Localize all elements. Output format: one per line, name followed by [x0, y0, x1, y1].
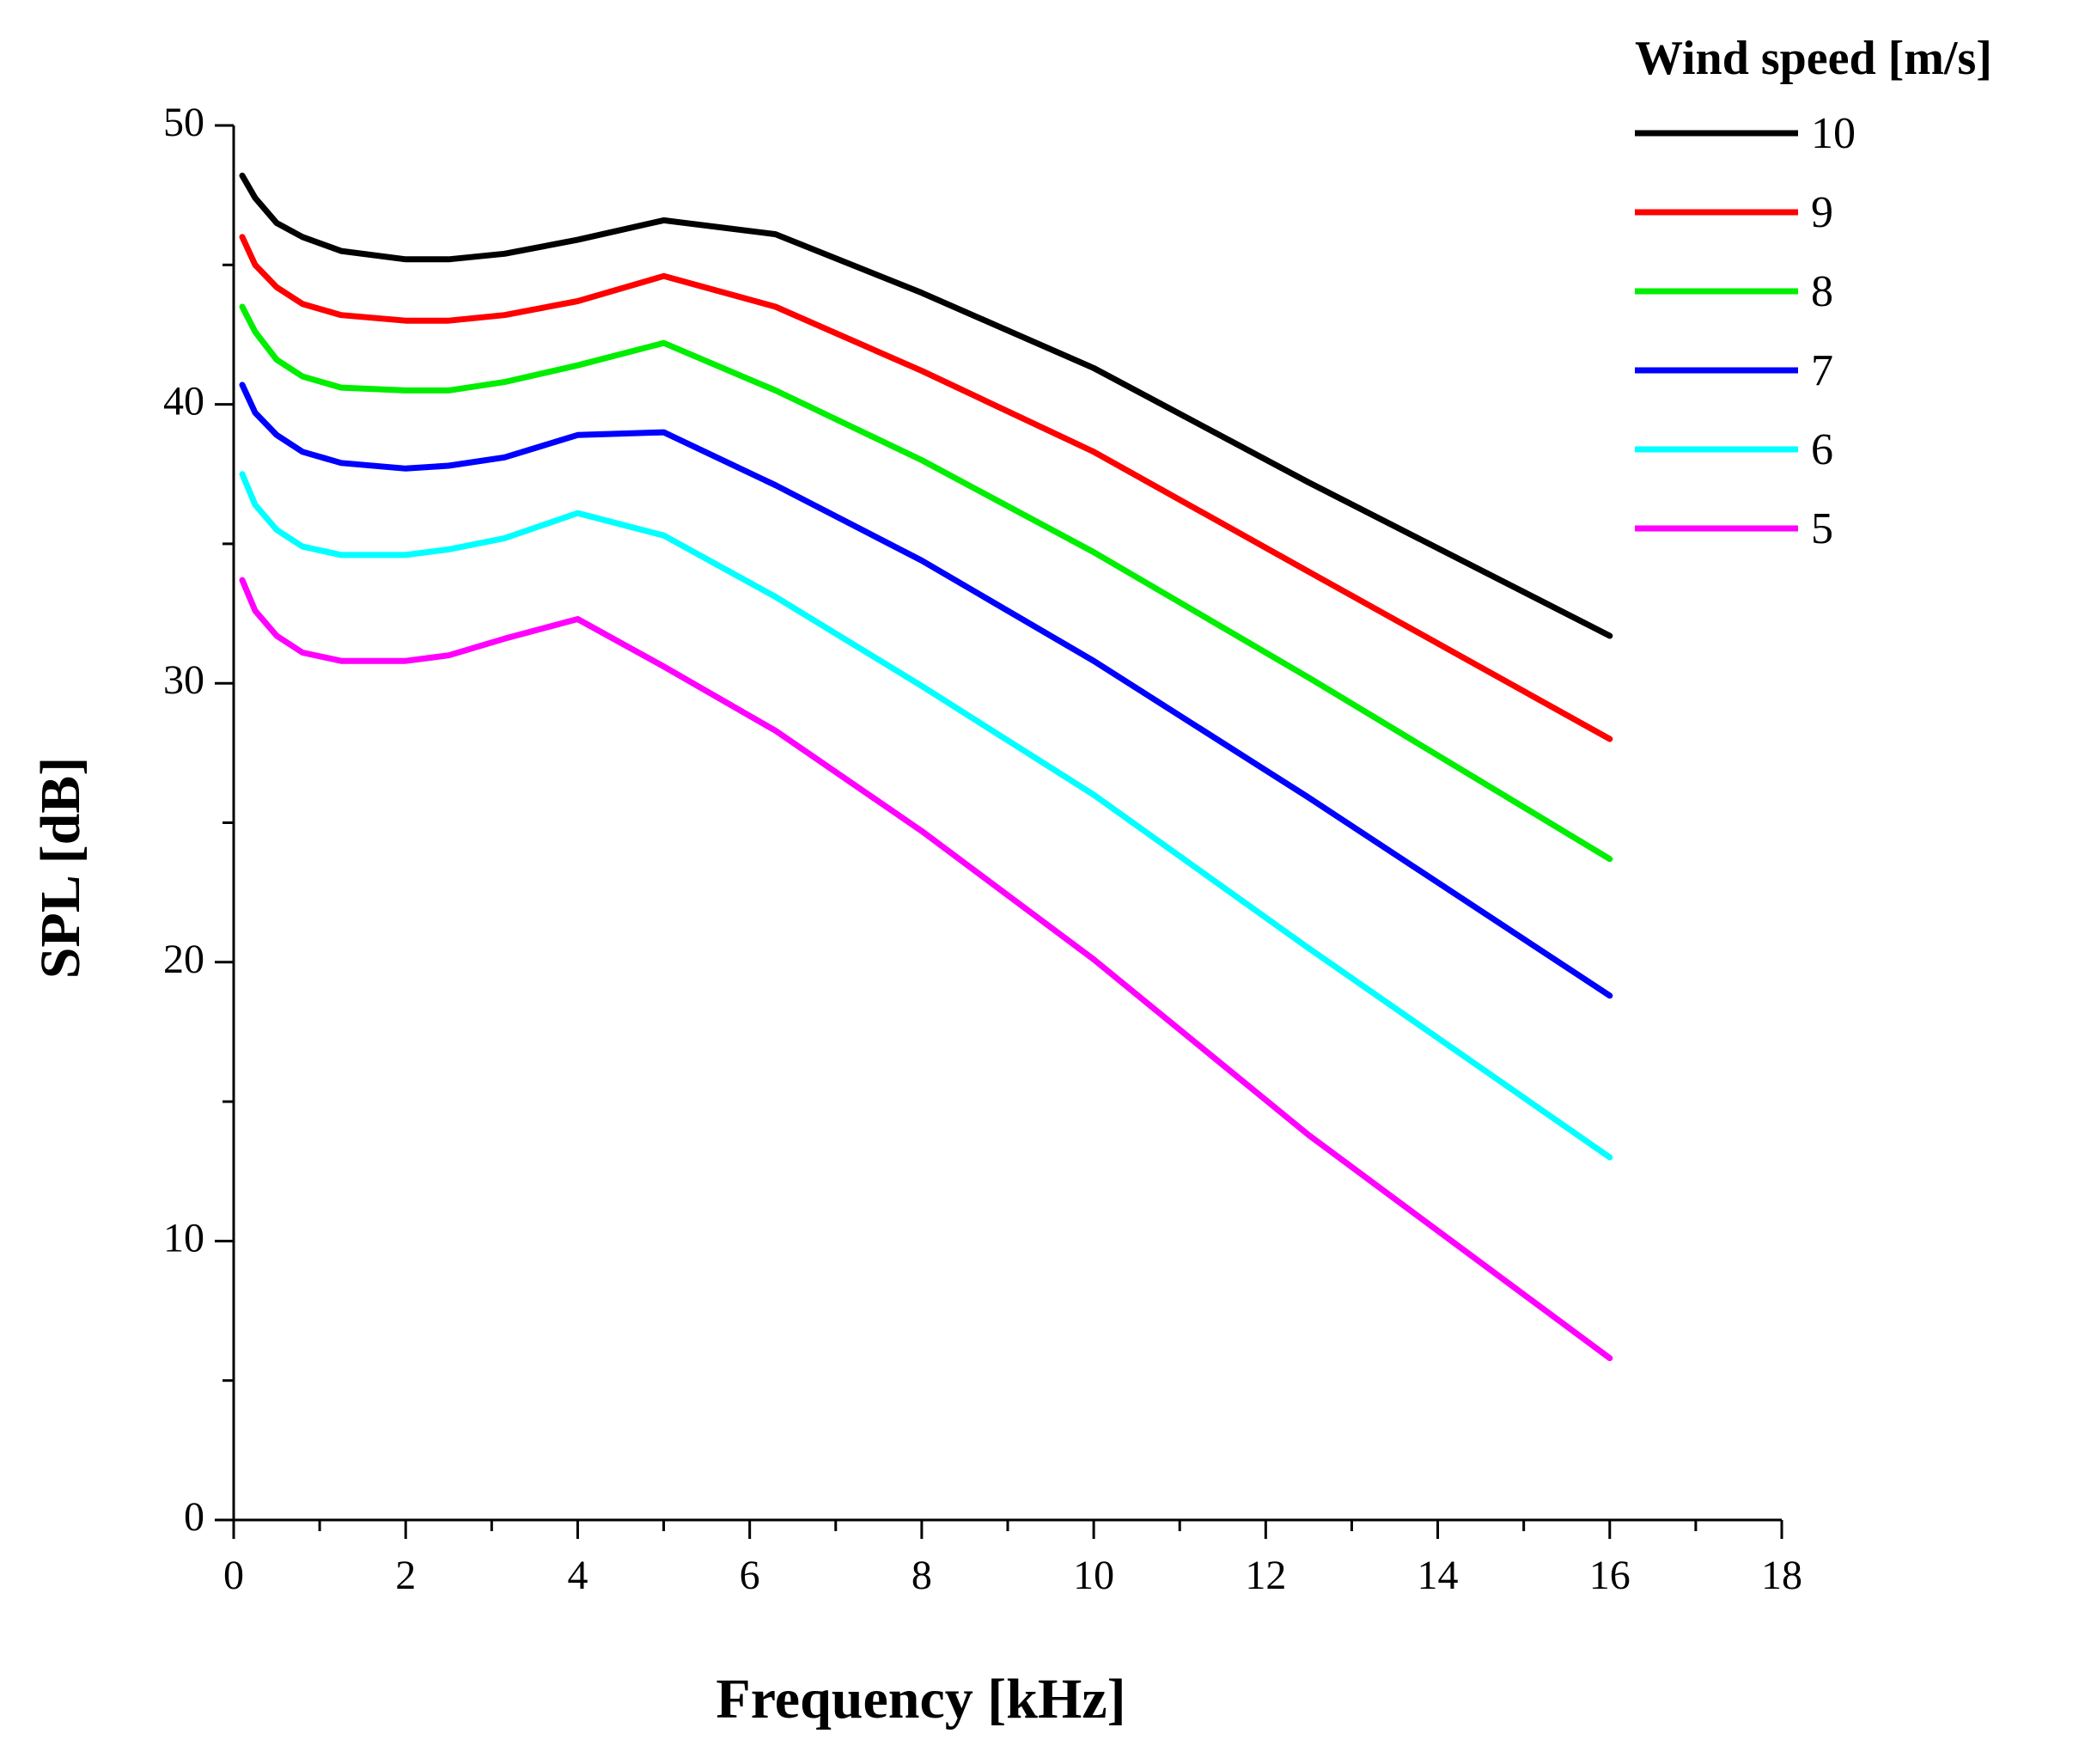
x-tick-label: 0: [223, 1553, 244, 1598]
y-tick-label: 0: [184, 1494, 204, 1540]
legend: Wind speed [m/s] 10 9 8 7 6 5: [1635, 32, 1992, 553]
x-tick-label: 6: [740, 1553, 760, 1598]
y-tick-label: 10: [163, 1215, 204, 1260]
legend-label-10: 10: [1811, 109, 1856, 158]
series-line-6: [239, 471, 1613, 1161]
legend-label-8: 8: [1811, 267, 1833, 316]
series-line-5: [239, 577, 1613, 1362]
series-line-8: [239, 303, 1613, 863]
series-line-7: [239, 381, 1613, 999]
x-tick-label: 18: [1761, 1553, 1802, 1598]
x-tick-label: 10: [1073, 1553, 1114, 1598]
legend-label-9: 9: [1811, 188, 1833, 237]
legend-title: Wind speed [m/s]: [1635, 32, 1992, 85]
legend-label-5: 5: [1811, 504, 1833, 553]
y-tick-label: 40: [163, 379, 204, 424]
legend-label-7: 7: [1811, 346, 1833, 395]
x-tick-label: 12: [1245, 1553, 1286, 1598]
legend-label-6: 6: [1811, 425, 1833, 474]
y-tick-label: 30: [163, 657, 204, 703]
x-tick-label: 14: [1418, 1553, 1459, 1598]
x-tick-label: 4: [567, 1553, 588, 1598]
tick-labels: 0 2 4 6 8 10 12 14 16 18 0 10 20 30 40 50: [163, 100, 1802, 1598]
y-tick-label: 50: [163, 100, 204, 145]
axis-ticks: [215, 124, 1783, 1539]
series-line-10: [239, 172, 1613, 639]
y-tick-label: 20: [163, 937, 204, 982]
y-axis-title: SPL [dB]: [29, 757, 92, 980]
series-line-9: [239, 234, 1613, 742]
x-tick-label: 8: [911, 1553, 932, 1598]
x-axis-title: Frequency [kHz]: [716, 1668, 1125, 1730]
series-layer: [239, 172, 1613, 1362]
x-tick-label: 16: [1589, 1553, 1631, 1598]
x-tick-label: 2: [395, 1553, 416, 1598]
